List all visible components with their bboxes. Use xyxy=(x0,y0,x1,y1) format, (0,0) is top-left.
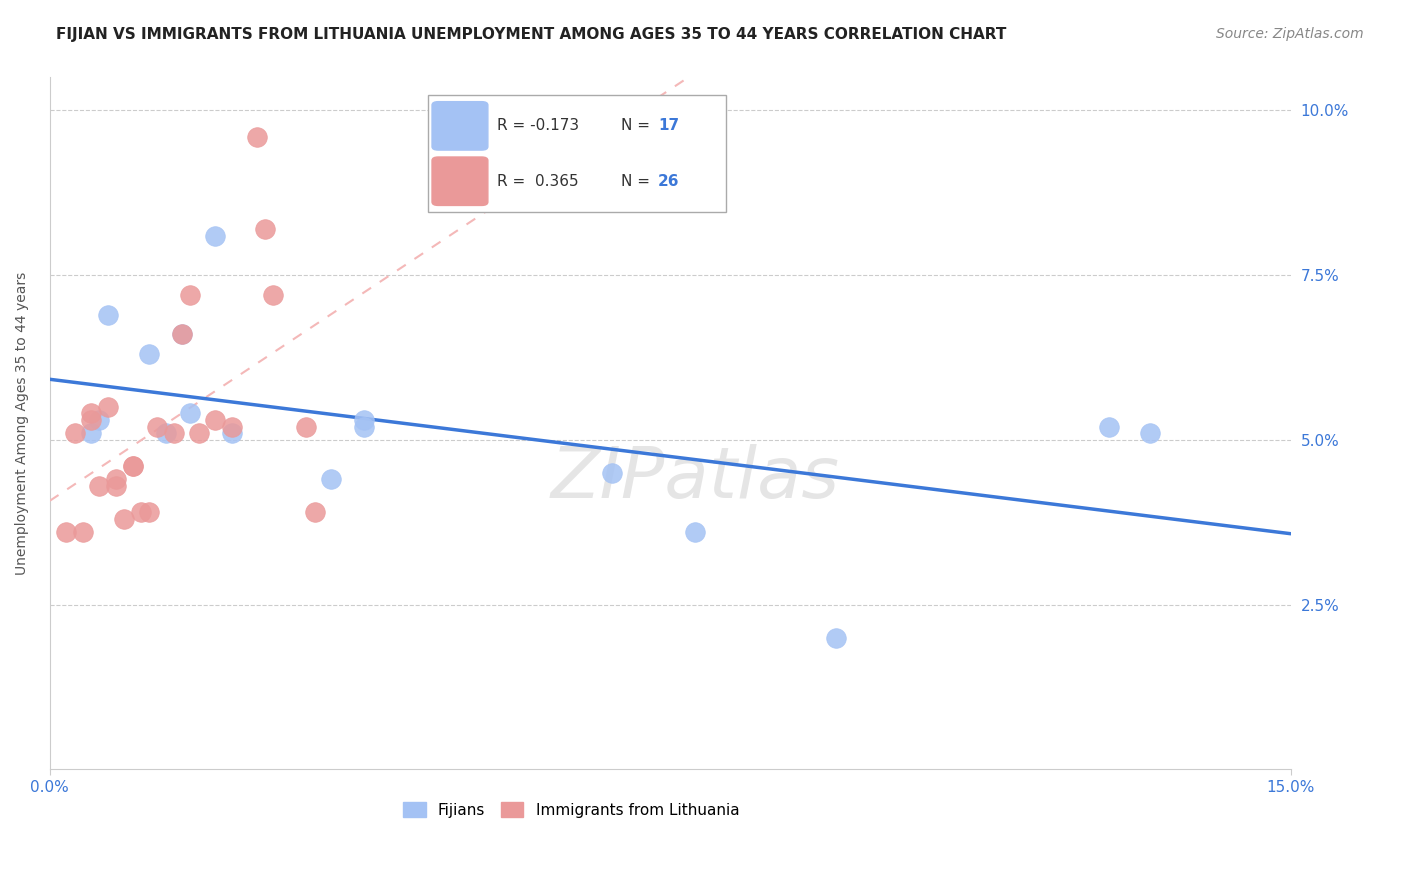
Point xyxy=(353,419,375,434)
Point xyxy=(138,347,160,361)
Point xyxy=(179,288,201,302)
Point xyxy=(121,459,143,474)
Point xyxy=(80,426,103,441)
Point xyxy=(1139,426,1161,441)
Text: 17: 17 xyxy=(658,119,679,134)
Point xyxy=(304,505,326,519)
Point xyxy=(602,466,624,480)
Legend: Fijians, Immigrants from Lithuania: Fijians, Immigrants from Lithuania xyxy=(396,796,745,824)
Point xyxy=(97,400,120,414)
Point xyxy=(112,512,135,526)
Point xyxy=(146,419,169,434)
Point xyxy=(204,228,226,243)
Point xyxy=(824,631,846,645)
Point xyxy=(138,505,160,519)
Point xyxy=(72,525,94,540)
Text: 26: 26 xyxy=(658,174,679,189)
Point xyxy=(80,413,103,427)
Point xyxy=(105,472,128,486)
Text: ZIPatlas: ZIPatlas xyxy=(551,444,839,513)
FancyBboxPatch shape xyxy=(429,95,725,212)
Point xyxy=(155,426,177,441)
Point xyxy=(246,129,269,144)
Point xyxy=(105,479,128,493)
Point xyxy=(204,413,226,427)
Point xyxy=(262,288,284,302)
Point xyxy=(187,426,209,441)
Point xyxy=(129,505,152,519)
Point xyxy=(89,413,111,427)
Y-axis label: Unemployment Among Ages 35 to 44 years: Unemployment Among Ages 35 to 44 years xyxy=(15,272,30,575)
Point xyxy=(163,426,186,441)
Point xyxy=(97,308,120,322)
Text: FIJIAN VS IMMIGRANTS FROM LITHUANIA UNEMPLOYMENT AMONG AGES 35 TO 44 YEARS CORRE: FIJIAN VS IMMIGRANTS FROM LITHUANIA UNEM… xyxy=(56,27,1007,42)
Point xyxy=(1098,419,1121,434)
Point xyxy=(221,419,243,434)
Point xyxy=(295,419,318,434)
Point xyxy=(89,479,111,493)
Point xyxy=(683,525,706,540)
Point xyxy=(319,472,342,486)
Point xyxy=(179,407,201,421)
Point xyxy=(353,413,375,427)
Point xyxy=(172,327,194,342)
FancyBboxPatch shape xyxy=(432,102,488,150)
FancyBboxPatch shape xyxy=(432,157,488,205)
Text: Source: ZipAtlas.com: Source: ZipAtlas.com xyxy=(1216,27,1364,41)
Point xyxy=(253,222,276,236)
Text: N =: N = xyxy=(620,119,655,134)
Text: R = -0.173: R = -0.173 xyxy=(496,119,579,134)
Point xyxy=(221,426,243,441)
Point xyxy=(121,459,143,474)
Point xyxy=(172,327,194,342)
Point xyxy=(55,525,77,540)
Text: N =: N = xyxy=(620,174,655,189)
Point xyxy=(63,426,86,441)
Point xyxy=(80,407,103,421)
Text: R =  0.365: R = 0.365 xyxy=(496,174,578,189)
